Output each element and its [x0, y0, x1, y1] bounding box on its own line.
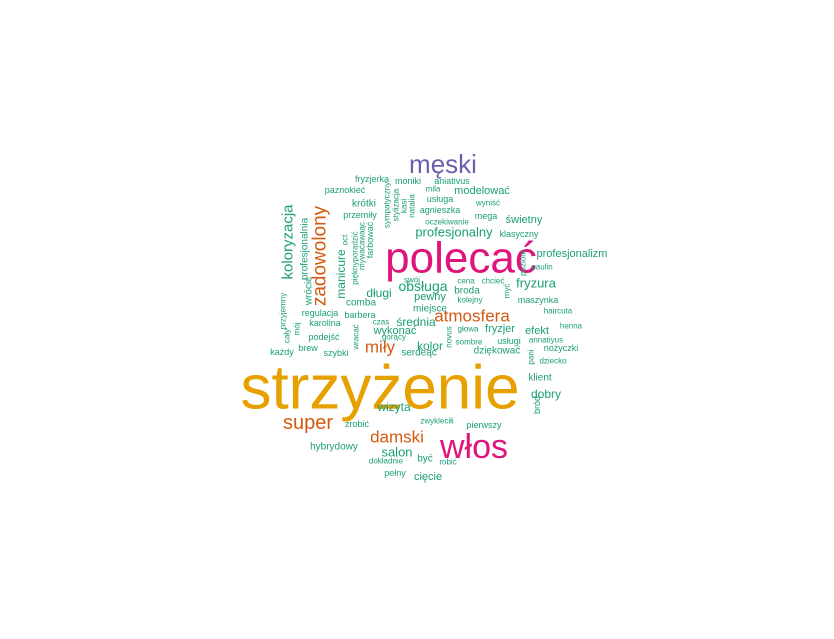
word-7: damski [370, 428, 424, 447]
word-20: świetny [506, 214, 543, 226]
word-54: stylizacja [392, 188, 401, 221]
word-90: zrobić [345, 419, 370, 429]
word-62: chcieć [482, 277, 505, 286]
word-18: dobry [531, 387, 561, 401]
word-89: mój [293, 322, 302, 335]
word-19: modelować [454, 185, 510, 197]
word-49: mega [475, 211, 498, 221]
word-76: wracać [352, 324, 361, 350]
word-88: przyjemny [279, 293, 288, 329]
word-45: aniativus [434, 176, 470, 186]
word-66: myć [503, 284, 512, 299]
word-16: salon [381, 445, 412, 460]
word-35: miejsce [413, 304, 447, 315]
word-46: mila [426, 185, 441, 194]
word-60: swój [404, 276, 420, 285]
word-38: maszynka [518, 295, 559, 305]
word-36: broda [454, 286, 480, 297]
word-75: podejść [308, 332, 340, 342]
word-6: super [283, 412, 333, 434]
word-77: novus [445, 326, 454, 347]
word-39: krótki [352, 199, 376, 210]
word-78: sombre [456, 338, 483, 347]
word-31: być [417, 454, 433, 465]
word-53: kasi [400, 199, 409, 213]
word-84: brew [298, 343, 318, 353]
word-15: kolor [417, 339, 443, 353]
word-72: karolina [309, 318, 341, 328]
word-5: atmosfera [434, 307, 510, 326]
word-79: usługi [497, 336, 521, 346]
word-24: wrócić [304, 277, 315, 306]
word-58: pięknyporadzić [351, 231, 360, 284]
word-42: klasyczny [499, 229, 539, 239]
word-96: pełny [384, 468, 406, 478]
word-59: mywaćawaąc [358, 222, 367, 270]
word-41: agnieszka [420, 205, 461, 215]
word-13: długi [366, 286, 391, 300]
word-11: obsługa [398, 278, 447, 294]
word-65: kolejny [458, 296, 483, 305]
word-80: annatiyus [529, 336, 563, 345]
word-67: haircuta [544, 307, 573, 316]
word-29: hybrydowy [310, 442, 358, 453]
word-93: bród [532, 396, 542, 414]
word-37: comba [346, 298, 376, 309]
word-43: fryzjerka [355, 174, 389, 184]
word-86: każdy [270, 347, 294, 357]
word-40: usługa [427, 194, 454, 204]
word-69: regulacja [302, 308, 339, 318]
word-74: głowa [458, 325, 479, 334]
word-12: fryzura [516, 276, 557, 291]
word-9: koloryzacja [280, 204, 297, 280]
word-64: poziom [519, 250, 528, 276]
word-47: paznokieć [325, 185, 366, 195]
word-92: pierwszy [466, 420, 502, 430]
word-48: wyniść [475, 199, 500, 208]
word-68: henna [560, 322, 583, 331]
word-30: cięcie [414, 471, 442, 483]
word-0: strzyżenie [240, 354, 519, 423]
word-1: polecać [385, 234, 537, 283]
word-44: moniki [395, 176, 421, 186]
word-23: profesjonalnia [300, 217, 311, 280]
word-27: efekt [525, 325, 549, 337]
word-63: paulin [531, 263, 552, 272]
word-95: robić [439, 458, 456, 467]
word-14: średnia [396, 315, 436, 329]
word-25: pewny [414, 291, 446, 303]
word-8: miły [365, 338, 396, 357]
word-55: sympatyczny [383, 182, 392, 228]
word-73: czas [373, 318, 389, 327]
word-3: męski [409, 149, 477, 179]
word-87: cały [283, 329, 292, 343]
word-17: wizyta [376, 400, 411, 414]
word-61: cena [457, 277, 475, 286]
word-85: szybki [323, 348, 348, 358]
word-33: dziękować [474, 346, 521, 357]
word-81: pani [527, 349, 536, 364]
word-2: włos [439, 428, 508, 466]
word-51: przemiły [343, 210, 377, 220]
word-21: manicure [334, 249, 348, 299]
word-32: klient [528, 373, 552, 384]
word-4: zadowolony [310, 205, 331, 306]
word-82: nożyczki [544, 343, 579, 353]
word-56: farbować [365, 221, 375, 258]
word-83: dziecko [539, 357, 567, 366]
word-26: wykonać [373, 325, 417, 337]
word-70: barbera [344, 310, 375, 320]
word-91: zwykleciłi [420, 417, 454, 426]
word-52: natalia [408, 194, 417, 218]
word-22: profesjonalizm [537, 248, 608, 260]
word-50: oczekiwanie [425, 218, 469, 227]
word-34: serdeąc [401, 348, 437, 359]
word-94: dokładnie [369, 457, 404, 466]
word-10: profesjonalny [415, 225, 493, 240]
word-71: gorący [382, 333, 406, 342]
word-57: oct [341, 234, 350, 245]
word-28: fryzjer [485, 323, 515, 335]
